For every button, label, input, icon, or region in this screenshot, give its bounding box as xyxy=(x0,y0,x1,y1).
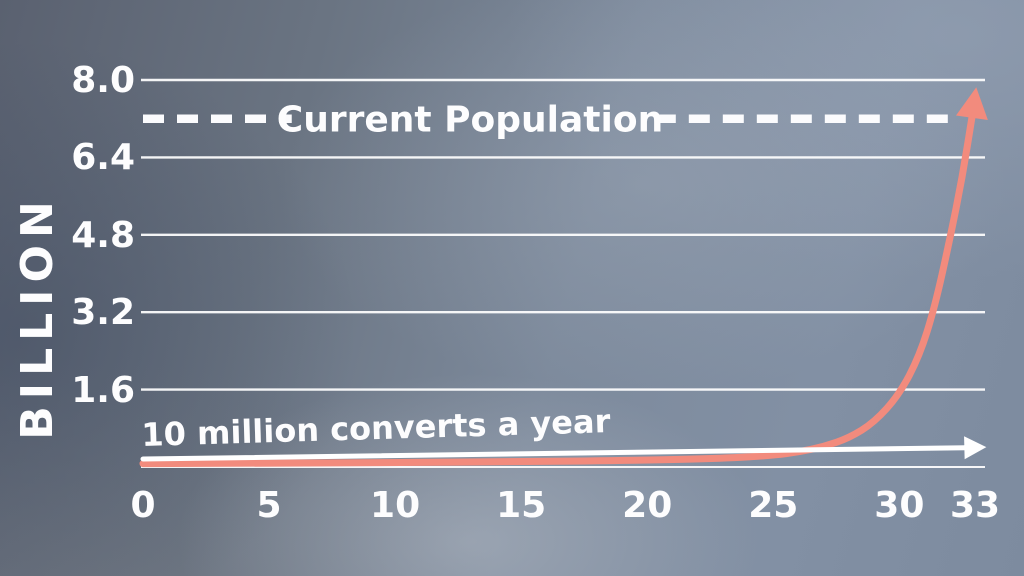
current-population-label: Current Population xyxy=(276,99,664,141)
x-tick-label: 20 xyxy=(622,485,673,526)
x-tick-label: 30 xyxy=(874,485,925,526)
x-tick-label: 0 xyxy=(130,485,156,526)
x-tick-label: 33 xyxy=(949,485,1001,526)
x-tick-label: 5 xyxy=(256,485,282,526)
y-tick-label: 4.8 xyxy=(71,214,135,256)
arrowhead xyxy=(955,87,988,121)
y-tick-label: 8.0 xyxy=(71,60,135,101)
series-10-million-converts-a-year-linear- xyxy=(140,445,969,462)
x-tick-label: 25 xyxy=(748,485,799,526)
y-tick-label: 1.6 xyxy=(71,369,135,411)
y-tick-label: 3.2 xyxy=(71,292,135,334)
x-tick-label: 10 xyxy=(370,485,421,526)
x-tick-label: 15 xyxy=(496,485,547,526)
arrowhead xyxy=(964,436,987,460)
y-tick-label: 6.4 xyxy=(71,137,135,179)
